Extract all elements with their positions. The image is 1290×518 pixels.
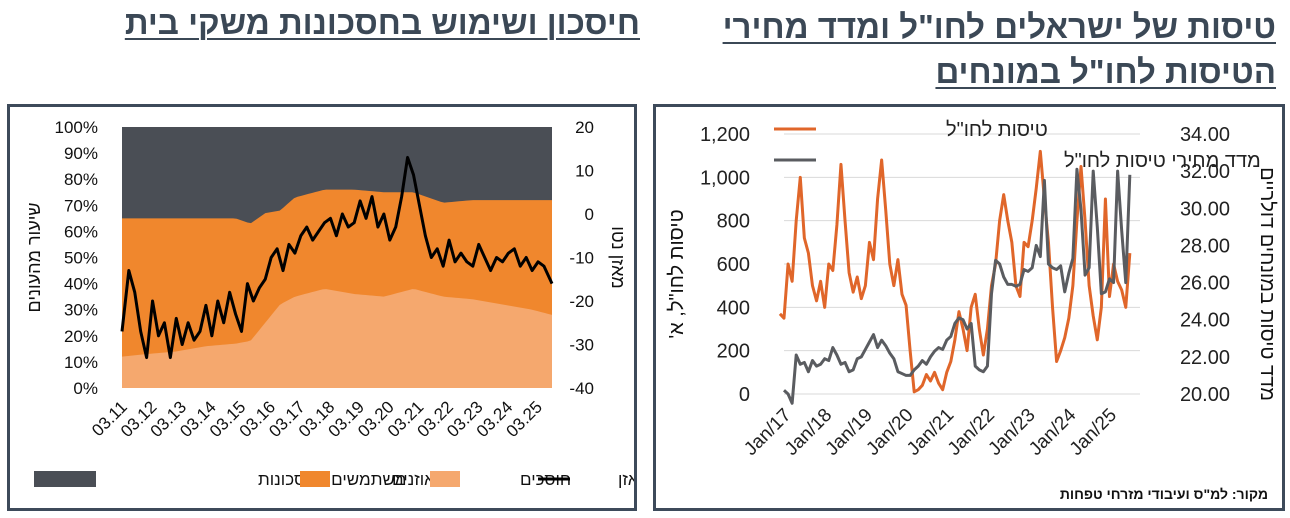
y-left-tick: 40% bbox=[64, 275, 98, 294]
y-left-tick: 20% bbox=[64, 327, 98, 346]
y-right-tick: -30 bbox=[569, 336, 594, 355]
y-left-tick: 80% bbox=[64, 170, 98, 189]
source-note: מקור: למ"ס ועיבודי מזרחי טפחות bbox=[1059, 486, 1268, 502]
y-left-tick: 50% bbox=[64, 249, 98, 268]
area-savers bbox=[122, 289, 552, 388]
y-right-tick: -40 bbox=[569, 379, 594, 398]
y-left-tick: 1,000 bbox=[700, 167, 750, 189]
legend-users: משתמשים בחסכונות bbox=[258, 470, 406, 489]
legend-users-swatch bbox=[34, 471, 96, 487]
y-right-label: מדד טיסות במונחים דולריים bbox=[1256, 167, 1278, 401]
y-left-label: שיעור מהעונים bbox=[24, 202, 44, 312]
y-right-tick: 22.00 bbox=[1180, 347, 1230, 369]
y-right-tick: 0 bbox=[585, 205, 594, 224]
flights-chart: 0 200 400 600 800 1,000 1,200 20.00 22.00 24.00 26… bbox=[666, 119, 1278, 460]
y-left-tick: 70% bbox=[64, 196, 98, 215]
y-right-tick: 30.00 bbox=[1180, 198, 1230, 220]
y-right-tick: 10 bbox=[575, 162, 594, 181]
y-left-tick: 0 bbox=[739, 384, 750, 406]
line-flight-price-index bbox=[782, 167, 1132, 405]
line-net-balance bbox=[120, 155, 554, 360]
y-right-tick: 20 bbox=[575, 118, 594, 137]
legend-balanced-swatch bbox=[300, 471, 330, 487]
savings-chart: 0% 10% 20% 30% 40% 50% 60% 70% 80% 90% 100% -40 -30 -… bbox=[24, 118, 650, 489]
y-left-tick: 400 bbox=[717, 297, 750, 319]
y-left-tick: 100% bbox=[55, 118, 98, 137]
y-left-tick: 60% bbox=[64, 222, 98, 241]
y-right-label: מאזן נטו bbox=[608, 226, 628, 289]
y-right-tick: 28.00 bbox=[1180, 235, 1230, 257]
y-left-tick: 30% bbox=[64, 301, 98, 320]
legend-net-balance: מאזן bbox=[618, 470, 634, 489]
legend-flights: טיסות לחו"ל bbox=[946, 119, 1048, 141]
y-right-tick: 32.00 bbox=[1180, 161, 1230, 183]
legend-flight-price-index: מדד מחירי טיסות לחו"ל bbox=[1064, 150, 1261, 172]
legend-savers-swatch bbox=[430, 471, 460, 487]
y-left-tick: 90% bbox=[64, 144, 98, 163]
y-left-tick: 0% bbox=[73, 379, 98, 398]
y-right-tick: -20 bbox=[569, 292, 594, 311]
line-flights bbox=[778, 149, 1132, 394]
right-chart-title: טיסות של ישראלים לחו"ל ומדד מחירי הטיסות… bbox=[722, 8, 1276, 90]
y-left-tick: 1,200 bbox=[700, 124, 750, 146]
y-left-tick: 800 bbox=[717, 211, 750, 233]
y-left-tick: 600 bbox=[717, 254, 750, 276]
y-left-tick: 10% bbox=[64, 353, 98, 372]
y-right-tick: 34.00 bbox=[1180, 124, 1230, 146]
y-right-tick: 26.00 bbox=[1180, 273, 1230, 295]
y-right-tick: -10 bbox=[569, 249, 594, 268]
y-right-tick: 20.00 bbox=[1180, 384, 1230, 406]
y-left-tick: 200 bbox=[717, 341, 750, 363]
left-chart-title: חיסכון ושימוש בחסכונות משקי בית bbox=[124, 4, 640, 41]
savings-chart-panel: 0% 10% 20% 30% 40% 50% 60% 70% 80% 90% 100% -40 -30 -… bbox=[7, 104, 650, 511]
flights-chart-panel: 0 200 400 600 800 1,000 1,200 20.00 22.00 24.00 26… bbox=[653, 104, 1285, 511]
y-left-label: טיסות לחו"ל, א' bbox=[666, 209, 688, 338]
x-tick: Jan/25 bbox=[1066, 405, 1121, 460]
y-right-tick: 24.00 bbox=[1180, 310, 1230, 332]
